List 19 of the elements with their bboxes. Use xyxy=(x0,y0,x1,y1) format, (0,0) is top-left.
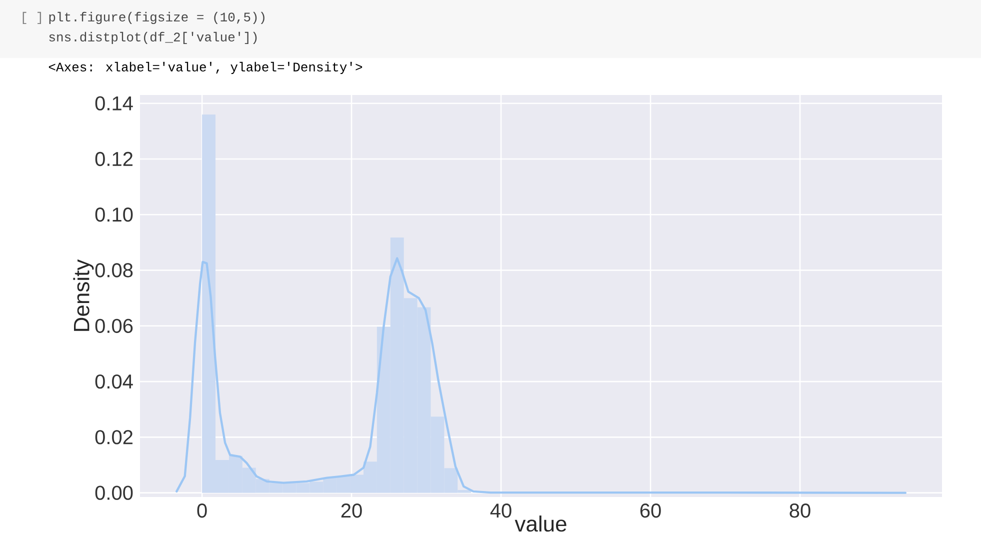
y-tick-label: 0.08 xyxy=(95,263,133,278)
x-tick-label: 60 xyxy=(640,504,661,518)
x-tick-label: 80 xyxy=(790,504,810,518)
y-axis-title: Density xyxy=(73,259,94,331)
y-tick-label: 0.00 xyxy=(95,486,133,500)
y-tick-label: 0.14 xyxy=(95,96,133,110)
y-tick-label: 0.12 xyxy=(95,152,132,166)
x-tick-label: 40 xyxy=(490,504,512,518)
text: <Axes: xlabel='value', ylabel='Density'> xyxy=(48,62,362,74)
x-axis-title: value xyxy=(514,516,566,532)
y-tick-label: 0.04 xyxy=(95,374,133,389)
text: [ ] xyxy=(22,12,41,24)
y-tick-label: 0.06 xyxy=(95,318,133,333)
text: plt.figure(figsize = (10,5)) xyxy=(49,12,264,24)
text: sns.distplot(df_2['value']) xyxy=(49,32,257,44)
y-tick-label: 0.10 xyxy=(95,208,133,222)
x-tick-label: 0 xyxy=(197,504,207,518)
x-tick-label: 20 xyxy=(341,504,362,518)
y-tick-label: 0.02 xyxy=(95,430,132,444)
